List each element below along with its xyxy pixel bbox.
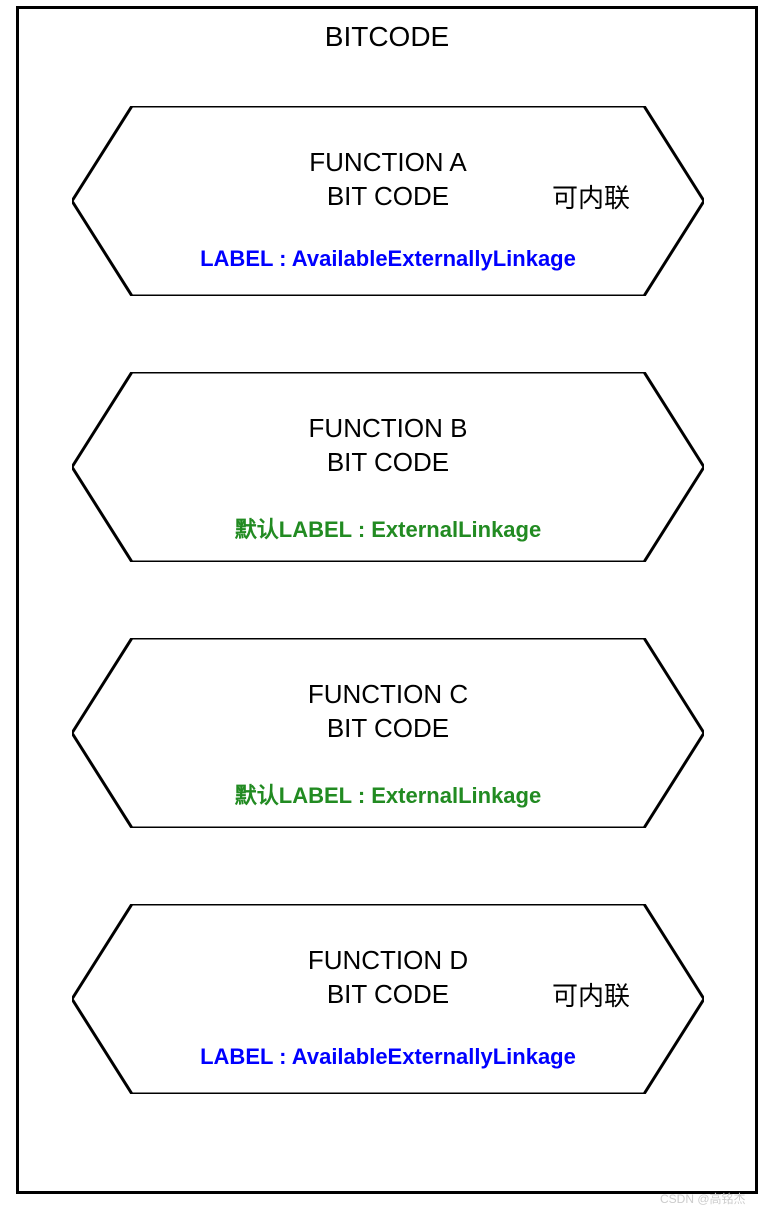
node-title-line2: BIT CODE — [72, 712, 704, 746]
node-title-line1: FUNCTION C — [72, 678, 704, 712]
node-title-line1: FUNCTION B — [72, 412, 704, 446]
function-node: FUNCTION BBIT CODE 默认LABEL : ExternalLink… — [72, 372, 704, 562]
node-title-line1: FUNCTION D — [72, 944, 704, 978]
function-node: FUNCTION DBIT CODE可内联LABEL : AvailableEx… — [72, 904, 704, 1094]
inline-badge: 可内联 — [552, 976, 630, 1013]
node-title: FUNCTION CBIT CODE — [72, 678, 704, 746]
linkage-label: LABEL : AvailableExternallyLinkage — [72, 1044, 704, 1070]
node-title-line1: FUNCTION A — [72, 146, 704, 180]
function-node: FUNCTION CBIT CODE 默认LABEL : ExternalLink… — [72, 638, 704, 828]
function-node: FUNCTION ABIT CODE可内联LABEL : AvailableEx… — [72, 106, 704, 296]
node-title-line2: BIT CODE — [72, 446, 704, 480]
node-title: FUNCTION BBIT CODE — [72, 412, 704, 480]
watermark: CSDN @高铭杰 — [660, 1190, 746, 1207]
container-title: BITCODE — [19, 21, 755, 53]
linkage-label: LABEL : AvailableExternallyLinkage — [72, 246, 704, 272]
linkage-label: 默认LABEL : ExternalLinkage — [72, 512, 704, 544]
linkage-label: 默认LABEL : ExternalLinkage — [72, 778, 704, 810]
inline-badge: 可内联 — [552, 178, 630, 215]
